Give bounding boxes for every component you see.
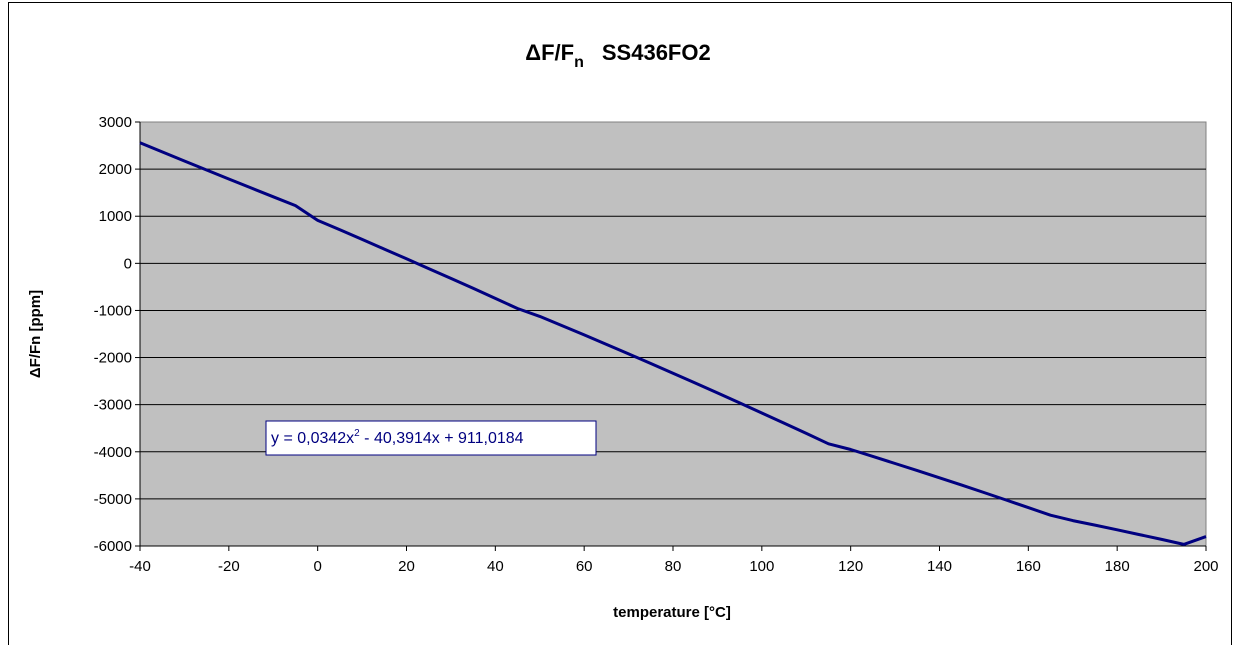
y-tick-labels: 3000 2000 1000 0 -1000 -2000 -3000 -4000 -5000 -6… — [94, 114, 132, 555]
trendline-equation-box: y = 0,0342x2 - 40,3914x + 911,0184 — [265, 420, 597, 456]
chart-title: ΔF/Fn SS436FO2 — [525, 40, 710, 71]
y-tick-label: -3000 — [94, 397, 132, 414]
y-tick-label: 1000 — [99, 208, 132, 225]
x-tick-label: 40 — [487, 558, 504, 575]
grid-lines — [140, 168, 1206, 500]
x-tick-label: 0 — [313, 558, 321, 575]
y-tick-label: -2000 — [94, 350, 132, 367]
trendline-equation-suffix: - 40,3914x + 911,0184 — [360, 430, 524, 447]
y-tick-label: 2000 — [99, 161, 132, 178]
series-layer — [139, 141, 1207, 546]
y-tick-label: -6000 — [94, 538, 132, 555]
trendline-equation-exponent: 2 — [354, 428, 360, 439]
x-tick-label: -40 — [129, 558, 151, 575]
y-tick-label: -4000 — [94, 444, 132, 461]
chart-title-suffix: SS436FO2 — [602, 40, 711, 65]
x-tick-label: 100 — [749, 558, 774, 575]
series-line — [139, 141, 1207, 546]
x-tick-labels: -40 -20 0 20 40 60 80 100 120 140 160 180 200 — [129, 558, 1218, 575]
x-tick-label: 140 — [927, 558, 952, 575]
chart-title-main: ΔF/F — [525, 40, 574, 65]
x-tick-label: 180 — [1105, 558, 1130, 575]
x-tick-label: -20 — [218, 558, 240, 575]
axes — [135, 121, 1207, 551]
y-axis-title: ΔF/Fn [ppm] — [27, 290, 44, 378]
chart-title-subscript: n — [574, 54, 584, 71]
trendline-equation: y = 0,0342x2 - 40,3914x + 911,0184 — [271, 428, 524, 447]
y-tick-label: -5000 — [94, 491, 132, 508]
x-tick-label: 120 — [838, 558, 863, 575]
x-tick-label: 160 — [1016, 558, 1041, 575]
y-tick-label: 0 — [124, 255, 132, 272]
x-axis-title: temperature [°C] — [613, 604, 731, 621]
x-tick-label: 60 — [576, 558, 593, 575]
trendline-equation-background — [265, 420, 597, 456]
trendline-equation-prefix: y = 0,0342x — [271, 430, 354, 447]
y-tick-label: -1000 — [94, 302, 132, 319]
y-tick-label: 3000 — [99, 114, 132, 131]
x-tick-label: 200 — [1193, 558, 1218, 575]
x-tick-label: 20 — [398, 558, 415, 575]
plot-area — [139, 121, 1207, 547]
x-tick-label: 80 — [665, 558, 682, 575]
chart-frame — [8, 2, 1232, 645]
